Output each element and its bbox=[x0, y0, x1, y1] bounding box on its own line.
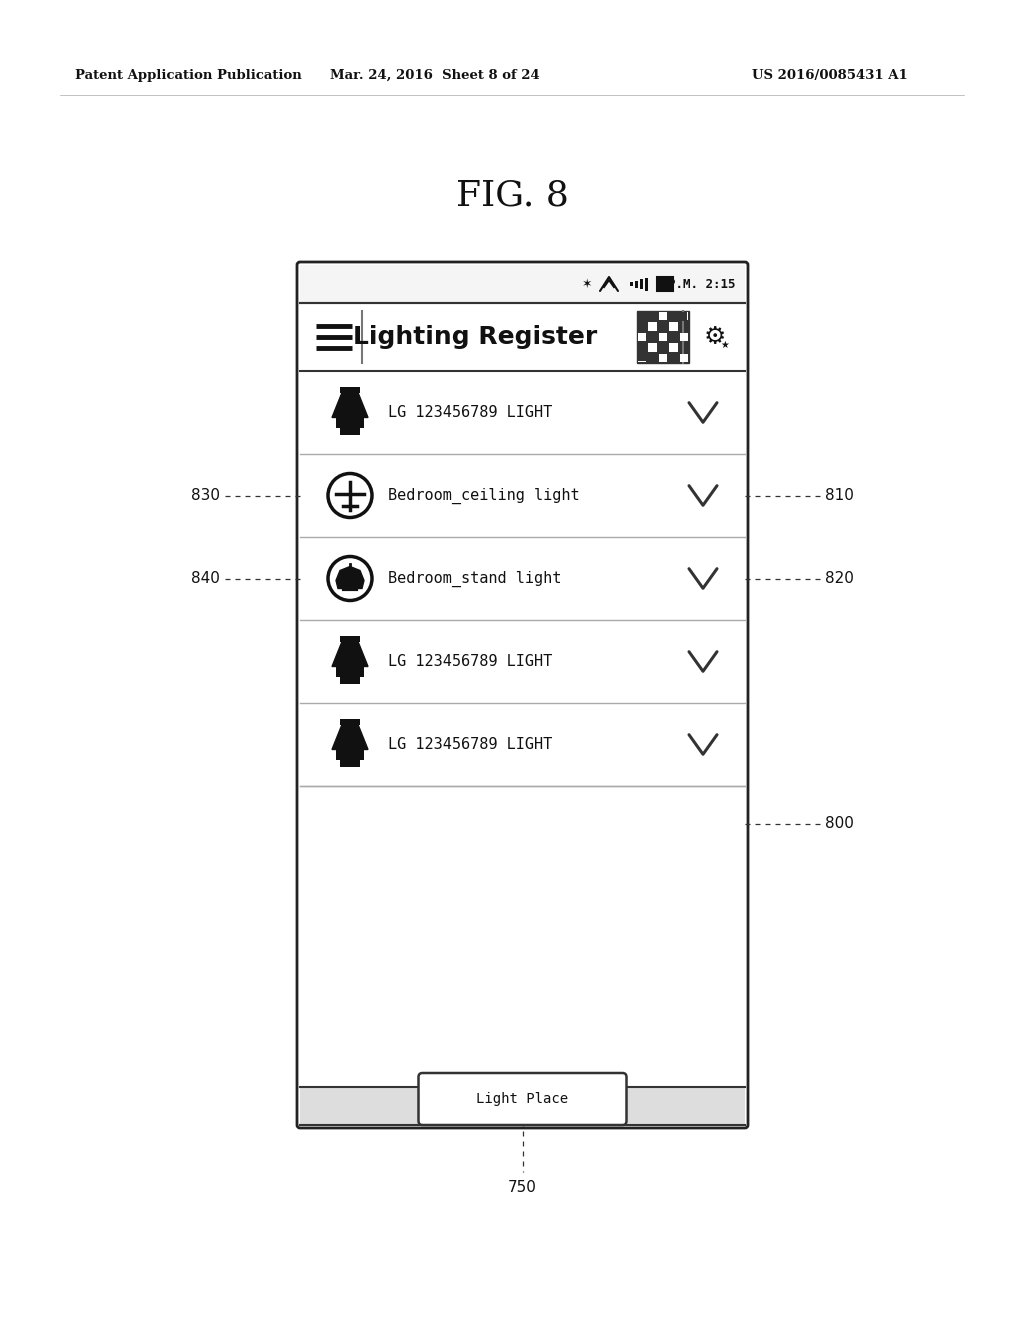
Bar bbox=[300, 265, 745, 304]
Text: Bedroom_stand light: Bedroom_stand light bbox=[388, 570, 561, 586]
Text: ✶: ✶ bbox=[582, 277, 592, 290]
Bar bbox=[300, 454, 745, 537]
Text: 820: 820 bbox=[825, 572, 854, 586]
Text: Light Place: Light Place bbox=[476, 1092, 568, 1106]
Text: 840: 840 bbox=[191, 572, 220, 586]
Text: LG 123456789 LIGHT: LG 123456789 LIGHT bbox=[388, 405, 552, 420]
Bar bbox=[340, 676, 360, 684]
Bar bbox=[680, 333, 688, 341]
Text: 750: 750 bbox=[508, 1180, 537, 1195]
Text: LG 123456789 LIGHT: LG 123456789 LIGHT bbox=[388, 653, 552, 669]
Bar bbox=[658, 333, 668, 341]
Bar bbox=[635, 281, 638, 288]
Bar bbox=[300, 1086, 745, 1125]
Text: Bedroom_ceiling light: Bedroom_ceiling light bbox=[388, 487, 580, 504]
Bar bbox=[300, 785, 745, 1086]
Polygon shape bbox=[332, 642, 368, 667]
Bar bbox=[300, 304, 745, 371]
Bar bbox=[658, 312, 668, 321]
Bar bbox=[340, 428, 360, 434]
Text: ★: ★ bbox=[721, 341, 729, 350]
Bar bbox=[300, 620, 745, 704]
Bar bbox=[340, 387, 360, 392]
Bar bbox=[680, 312, 688, 321]
Polygon shape bbox=[336, 566, 364, 589]
Bar bbox=[630, 282, 633, 286]
FancyBboxPatch shape bbox=[419, 1073, 627, 1125]
Text: FIG. 8: FIG. 8 bbox=[456, 178, 568, 213]
Bar bbox=[645, 277, 648, 290]
Bar bbox=[300, 537, 745, 620]
Bar bbox=[300, 704, 745, 785]
Bar bbox=[340, 635, 360, 642]
Bar bbox=[336, 417, 364, 428]
Bar bbox=[657, 277, 673, 290]
Bar bbox=[638, 351, 647, 360]
Text: LG 123456789 LIGHT: LG 123456789 LIGHT bbox=[388, 737, 552, 752]
Bar bbox=[638, 312, 647, 321]
Bar bbox=[680, 354, 688, 362]
Bar bbox=[340, 759, 360, 767]
Bar bbox=[670, 343, 678, 351]
Text: Mar. 24, 2016  Sheet 8 of 24: Mar. 24, 2016 Sheet 8 of 24 bbox=[330, 69, 540, 82]
Bar bbox=[336, 750, 364, 759]
Bar bbox=[648, 343, 656, 351]
Text: Patent Application Publication: Patent Application Publication bbox=[75, 69, 302, 82]
Text: 830: 830 bbox=[191, 488, 220, 503]
Bar bbox=[637, 312, 689, 363]
Bar bbox=[300, 371, 745, 454]
Polygon shape bbox=[332, 725, 368, 750]
Polygon shape bbox=[332, 392, 368, 417]
Bar bbox=[638, 333, 646, 341]
Bar bbox=[340, 718, 360, 725]
Bar bbox=[336, 667, 364, 676]
Bar bbox=[638, 354, 646, 362]
Bar bbox=[670, 322, 678, 331]
Text: ⚙: ⚙ bbox=[703, 325, 726, 348]
Bar bbox=[678, 312, 687, 321]
Bar bbox=[658, 354, 668, 362]
Text: P.M. 2:15: P.M. 2:15 bbox=[668, 277, 735, 290]
Text: 810: 810 bbox=[825, 488, 854, 503]
Text: Lighting Register: Lighting Register bbox=[353, 325, 597, 348]
Bar bbox=[640, 279, 643, 289]
Text: US 2016/0085431 A1: US 2016/0085431 A1 bbox=[752, 69, 908, 82]
Bar bbox=[638, 312, 646, 321]
Bar bbox=[648, 322, 656, 331]
FancyBboxPatch shape bbox=[297, 261, 748, 1129]
Text: 800: 800 bbox=[825, 817, 854, 832]
